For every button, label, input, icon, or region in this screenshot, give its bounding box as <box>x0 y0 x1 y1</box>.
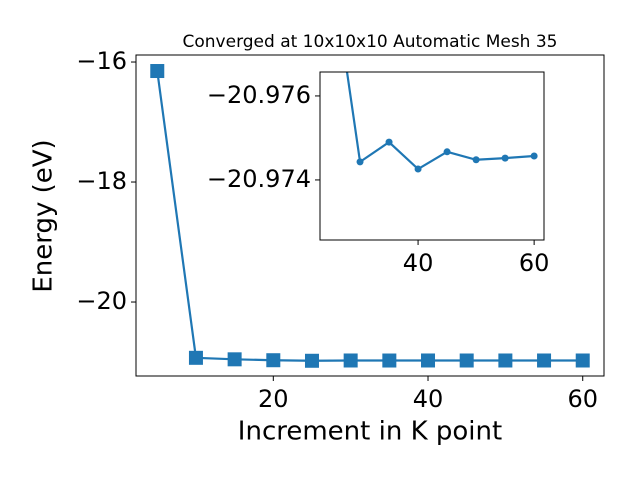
marker <box>421 353 436 368</box>
y-tick-label: −18 <box>76 167 127 195</box>
x-tick-label: 40 <box>413 385 444 413</box>
x-tick-label: 40 <box>403 249 434 277</box>
series-line <box>345 72 535 171</box>
axes-frame <box>135 54 605 377</box>
marker <box>150 64 165 79</box>
marker <box>530 152 538 160</box>
plot-layer <box>345 72 538 173</box>
y-tick-label: −16 <box>76 47 127 75</box>
y-axis-label: Energy (eV) <box>29 139 59 292</box>
x-tick-label: 60 <box>519 249 550 277</box>
marker <box>575 353 590 368</box>
axes-frame <box>319 71 545 241</box>
marker <box>472 156 480 164</box>
marker <box>356 158 364 166</box>
x-axis-label: Increment in K point <box>238 417 502 447</box>
x-tick-label: 60 <box>567 385 598 413</box>
marker <box>385 138 393 146</box>
marker <box>498 353 513 368</box>
plot-layer <box>150 64 590 368</box>
marker <box>443 148 451 156</box>
chart-title: Converged at 10x10x10 Automatic Mesh 35 <box>183 32 558 52</box>
y-tick-label: −20.976 <box>207 81 311 109</box>
y-tick-label: −20.974 <box>207 165 311 193</box>
marker <box>188 350 203 365</box>
marker <box>227 352 242 367</box>
x-tick-label: 20 <box>258 385 289 413</box>
marker <box>414 165 422 173</box>
marker <box>343 353 358 368</box>
marker <box>382 353 397 368</box>
plot-area <box>320 72 544 240</box>
marker <box>459 353 474 368</box>
marker <box>501 154 509 162</box>
marker <box>537 353 552 368</box>
marker <box>266 353 281 368</box>
marker <box>304 353 319 368</box>
y-tick-label: −20 <box>76 287 127 315</box>
